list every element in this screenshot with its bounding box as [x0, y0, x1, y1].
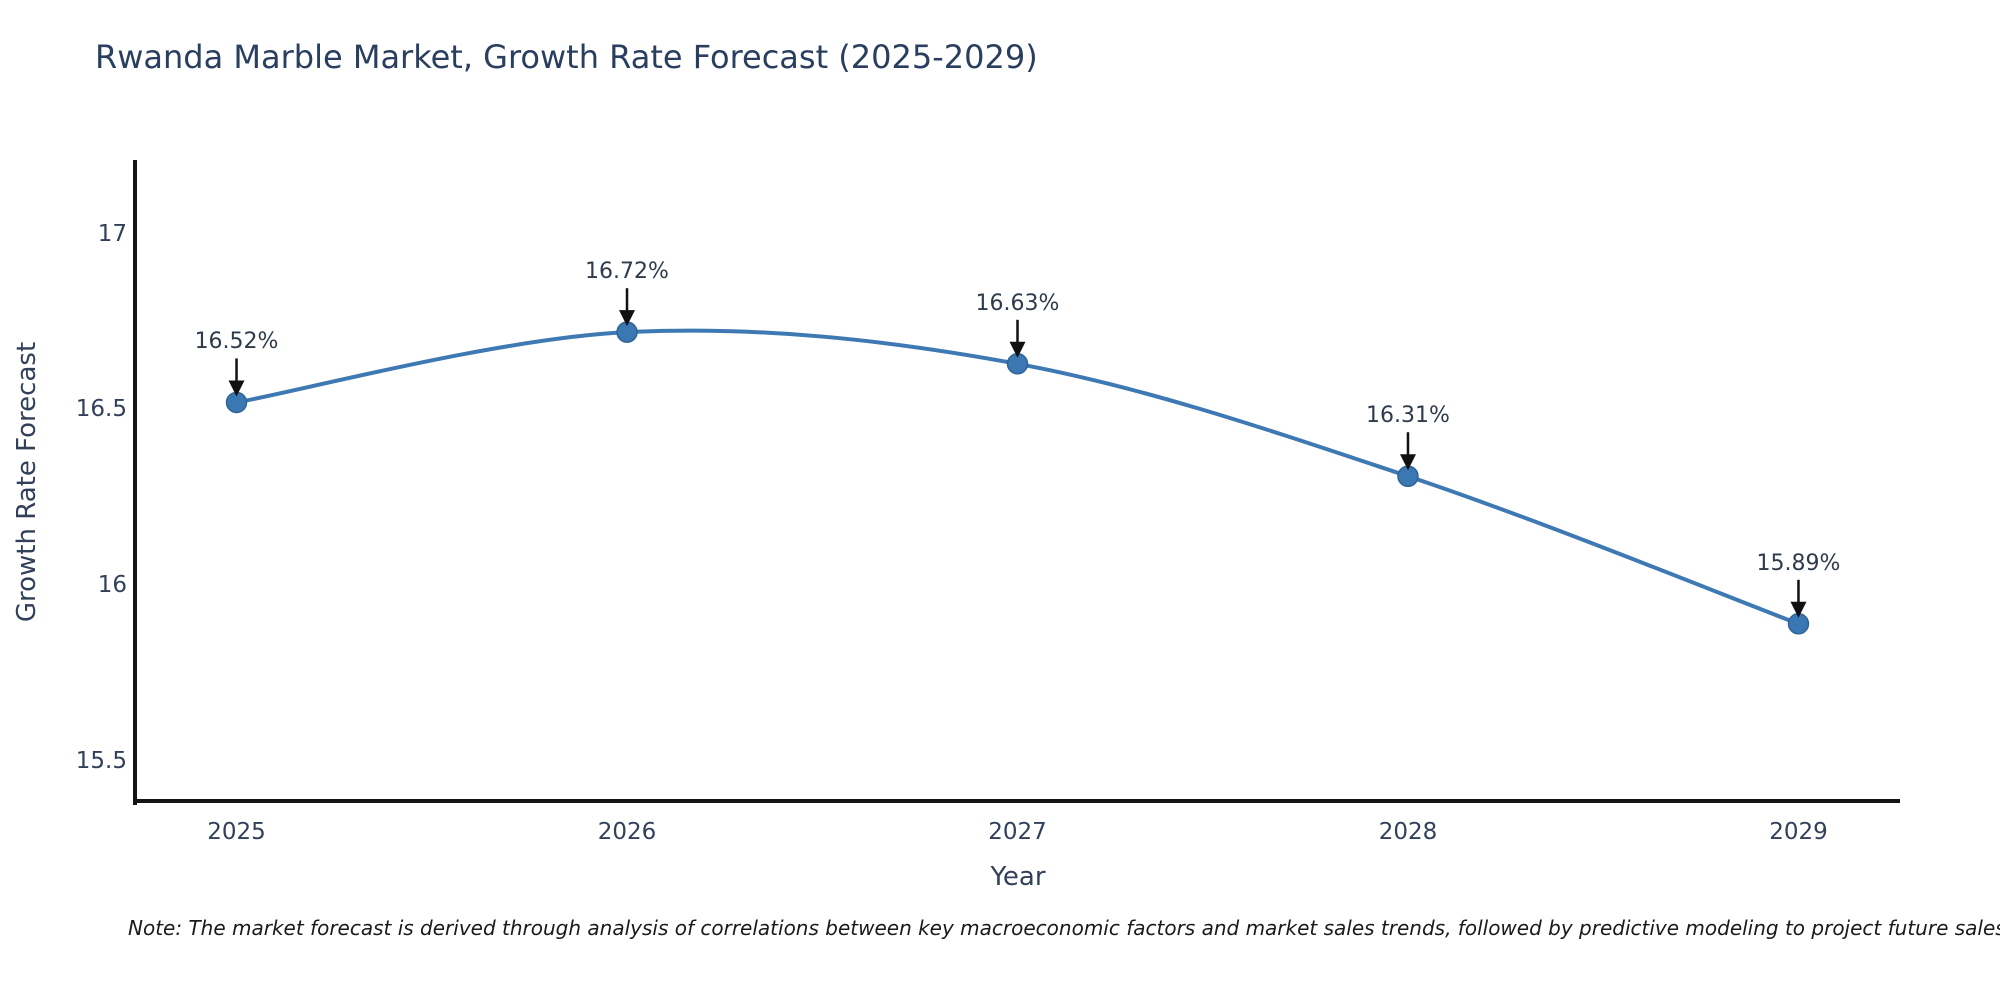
y-axis-spine	[133, 160, 137, 805]
x-axis-title: Year	[990, 862, 1046, 892]
y-tick-label: 16.5	[75, 396, 127, 423]
data-point-label: 16.31%	[1366, 403, 1450, 429]
down-arrow-icon	[1009, 341, 1026, 358]
y-tick-label: 16	[97, 572, 127, 599]
down-arrow-icon	[1790, 601, 1807, 618]
data-point-label: 16.72%	[585, 259, 669, 285]
x-tick-label: 2026	[597, 819, 657, 845]
data-point-label: 16.52%	[194, 329, 279, 355]
y-axis-title: Growth Rate Forecast	[12, 341, 42, 623]
x-tick-label: 2028	[1378, 819, 1438, 845]
x-tick-label: 2027	[988, 819, 1047, 845]
x-axis-spine	[133, 799, 1900, 803]
down-arrow-icon	[619, 310, 636, 327]
y-tick-label: 17	[97, 220, 127, 247]
down-arrow-icon	[1399, 454, 1416, 471]
x-tick-label: 2029	[1769, 819, 1828, 845]
data-point-label: 16.63%	[975, 290, 1060, 316]
forecast-line	[234, 328, 1801, 626]
down-arrow-icon	[228, 380, 245, 397]
data-point-label: 15.89%	[1756, 550, 1841, 576]
x-tick-label: 2025	[207, 819, 266, 845]
chart-title: Rwanda Marble Market, Growth Rate Foreca…	[95, 38, 1038, 76]
footnote: Note: The market forecast is derived thr…	[128, 916, 2000, 940]
y-tick-label: 15.5	[75, 747, 127, 774]
